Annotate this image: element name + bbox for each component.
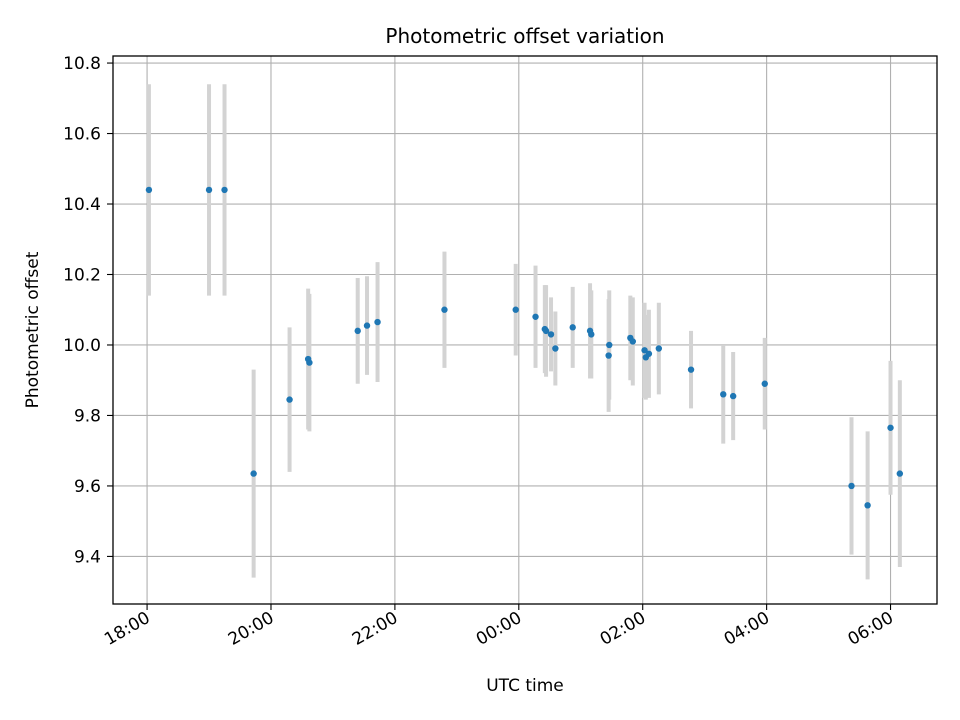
data-point	[512, 306, 519, 313]
data-point	[896, 470, 904, 477]
data-point	[547, 331, 555, 338]
data-point	[655, 345, 663, 352]
y-tick-label: 10.4	[63, 195, 101, 215]
data-point	[588, 331, 595, 338]
data-point	[605, 352, 612, 359]
data-point	[532, 313, 539, 320]
data-point	[286, 396, 293, 403]
y-tick-label: 9.8	[74, 406, 101, 426]
y-tick-label: 10.6	[63, 125, 101, 145]
data-point	[848, 482, 855, 490]
grid-layer	[113, 56, 937, 604]
chart-title: Photometric offset variation	[385, 24, 664, 48]
data-point	[645, 350, 653, 357]
data-point	[145, 186, 153, 194]
data-point	[606, 341, 613, 349]
data-point	[221, 186, 228, 194]
data-point	[864, 502, 871, 509]
data-point	[250, 470, 257, 477]
data-point	[354, 327, 361, 335]
data-point	[363, 322, 371, 329]
data-point	[729, 392, 737, 400]
data-point	[629, 338, 637, 345]
data-point	[306, 359, 313, 366]
data-point	[687, 366, 695, 373]
y-tick-label: 10.8	[63, 54, 101, 74]
data-point	[441, 306, 448, 313]
data-point	[720, 391, 727, 398]
point-layer	[145, 186, 904, 509]
data-point	[374, 318, 381, 326]
data-point	[205, 186, 213, 194]
data-point	[542, 327, 550, 335]
plot-frame	[112, 55, 938, 605]
data-point	[761, 380, 768, 387]
data-point	[569, 324, 576, 331]
y-tick-label: 9.6	[74, 477, 101, 497]
data-point	[887, 424, 894, 431]
x-axis-label: UTC time	[486, 676, 564, 696]
y-tick-label: 10.2	[63, 265, 101, 285]
y-axis-label: Photometric offset	[23, 251, 43, 408]
data-point	[552, 345, 559, 352]
data-point	[641, 347, 648, 354]
y-tick-label: 9.4	[74, 547, 101, 567]
y-tick-label: 10.0	[63, 336, 101, 356]
